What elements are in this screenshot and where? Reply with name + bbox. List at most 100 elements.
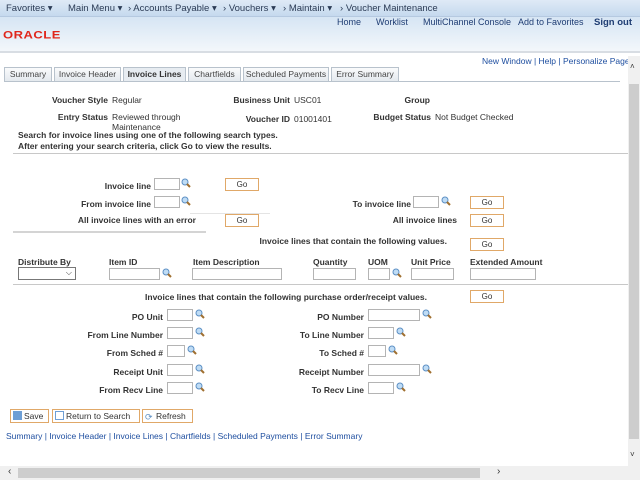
lookup-icon[interactable] bbox=[422, 364, 432, 376]
lookup-icon[interactable] bbox=[441, 196, 451, 206]
po-right-input[interactable] bbox=[368, 364, 420, 376]
refresh-button[interactable]: ⟳ Refresh bbox=[142, 409, 193, 423]
po-left-label: From Recv Line bbox=[99, 385, 163, 395]
to-invoice-line-label: To invoice line bbox=[352, 199, 411, 209]
po-left-input[interactable] bbox=[167, 327, 193, 339]
po-right-label: To Recv Line bbox=[311, 385, 364, 395]
budget-status-value: Not Budget Checked bbox=[435, 112, 514, 122]
po-left-input[interactable] bbox=[167, 309, 193, 321]
po-left-label: From Line Number bbox=[87, 330, 163, 340]
po-right-input[interactable] bbox=[368, 345, 386, 357]
po-right-input[interactable] bbox=[368, 309, 420, 321]
lookup-icon[interactable] bbox=[388, 345, 398, 357]
lookup-icon[interactable] bbox=[187, 345, 197, 357]
tab-invoice-header[interactable]: Invoice Header bbox=[54, 67, 121, 81]
po-left-label: From Sched # bbox=[106, 348, 163, 358]
lookup-icon[interactable] bbox=[195, 327, 205, 339]
business-unit-label: Business Unit bbox=[233, 95, 290, 105]
from-invoice-line-label: From invoice line bbox=[81, 199, 151, 209]
breadcrumb-accounts-payable[interactable]: › Accounts Payable ▾ bbox=[128, 3, 217, 14]
po-right-label: To Line Number bbox=[299, 330, 364, 340]
from-invoice-line-input[interactable] bbox=[154, 196, 180, 208]
invoice-line-go-button[interactable]: Go bbox=[225, 178, 259, 191]
po-left-input[interactable] bbox=[167, 382, 193, 394]
voucher-style-value: Regular bbox=[112, 95, 142, 105]
lookup-icon[interactable] bbox=[181, 196, 191, 206]
help-link[interactable]: Help bbox=[538, 56, 557, 66]
breadcrumb-maintain[interactable]: › Maintain ▾ bbox=[283, 3, 333, 14]
scroll-left-icon[interactable]: ‹ bbox=[8, 466, 12, 477]
lookup-icon[interactable] bbox=[195, 309, 205, 321]
link-error-summary[interactable]: Error Summary bbox=[304, 431, 363, 441]
favorites-menu[interactable]: Favorites ▾ bbox=[6, 3, 53, 14]
po-left-input[interactable] bbox=[167, 345, 185, 357]
lookup-icon[interactable] bbox=[195, 382, 205, 394]
link-summary[interactable]: Summary bbox=[6, 431, 43, 441]
contain-po-label: Invoice lines that contain the following… bbox=[145, 292, 427, 302]
horizontal-scrollbar[interactable]: ‹ › bbox=[0, 466, 640, 480]
to-invoice-line-input[interactable] bbox=[413, 196, 439, 208]
lookup-icon[interactable] bbox=[422, 309, 432, 321]
lookup-icon[interactable] bbox=[162, 268, 172, 278]
multichannel-link[interactable]: MultiChannel Console bbox=[423, 17, 512, 27]
range-go-button[interactable]: Go bbox=[470, 196, 504, 209]
divider bbox=[13, 231, 206, 233]
lookup-icon[interactable] bbox=[396, 327, 406, 339]
lookup-icon[interactable] bbox=[396, 382, 406, 394]
col-quantity: Quantity bbox=[313, 257, 348, 267]
contain-po-go-button[interactable]: Go bbox=[470, 290, 504, 303]
col-distribute-by: Distribute By bbox=[18, 257, 71, 267]
unit-price-input[interactable] bbox=[411, 268, 454, 280]
link-scheduled-payments[interactable]: Scheduled Payments bbox=[217, 431, 298, 441]
tab-scheduled-payments[interactable]: Scheduled Payments bbox=[243, 67, 329, 81]
chevron-down-icon: ⌵ bbox=[65, 268, 72, 277]
po-right-input[interactable] bbox=[368, 327, 394, 339]
col-item-id: Item ID bbox=[109, 257, 138, 267]
main-menu[interactable]: Main Menu ▾ bbox=[68, 3, 123, 14]
horizontal-scroll-thumb[interactable] bbox=[18, 468, 480, 478]
item-id-input[interactable] bbox=[109, 268, 160, 280]
extended-amount-input[interactable] bbox=[470, 268, 536, 280]
lookup-icon[interactable] bbox=[195, 364, 205, 376]
save-button[interactable]: Save bbox=[10, 409, 49, 423]
budget-status-label: Budget Status bbox=[373, 112, 431, 122]
personalize-link[interactable]: Personalize Page bbox=[562, 56, 630, 66]
scroll-right-icon[interactable]: › bbox=[497, 466, 501, 477]
tab-invoice-lines[interactable]: Invoice Lines bbox=[123, 67, 186, 81]
po-left-input[interactable] bbox=[167, 364, 193, 376]
return-to-search-button[interactable]: Return to Search bbox=[52, 409, 140, 423]
sign-out-link[interactable]: Sign out bbox=[594, 17, 632, 28]
worklist-link[interactable]: Worklist bbox=[376, 17, 408, 27]
add-favorites-link[interactable]: Add to Favorites bbox=[518, 17, 584, 27]
col-item-description: Item Description bbox=[193, 257, 260, 267]
all-error-label: All invoice lines with an error bbox=[77, 215, 196, 225]
breadcrumb-vouchers[interactable]: › Vouchers ▾ bbox=[223, 3, 276, 14]
tab-summary[interactable]: Summary bbox=[4, 67, 52, 81]
tab-chartfields[interactable]: Chartfields bbox=[188, 67, 241, 81]
all-lines-go-button[interactable]: Go bbox=[470, 214, 504, 227]
link-invoice-header[interactable]: Invoice Header bbox=[49, 431, 107, 441]
quantity-input[interactable] bbox=[313, 268, 356, 280]
new-window-link[interactable]: New Window bbox=[482, 56, 532, 66]
uom-input[interactable] bbox=[368, 268, 390, 280]
all-lines-label: All invoice lines bbox=[392, 215, 457, 225]
scroll-up-icon[interactable]: ˄ bbox=[630, 62, 635, 71]
invoice-line-input[interactable] bbox=[154, 178, 180, 190]
breadcrumb-current: › Voucher Maintenance bbox=[340, 3, 438, 14]
po-right-label: PO Number bbox=[317, 312, 364, 322]
lookup-icon[interactable] bbox=[181, 178, 191, 188]
vertical-scrollbar[interactable]: ˄ ˅ bbox=[628, 56, 640, 466]
po-right-input[interactable] bbox=[368, 382, 394, 394]
home-link[interactable]: Home bbox=[337, 17, 362, 27]
link-invoice-lines[interactable]: Invoice Lines bbox=[113, 431, 164, 441]
link-chartfields[interactable]: Chartfields bbox=[169, 431, 211, 441]
contain-values-go-button[interactable]: Go bbox=[470, 238, 504, 251]
vertical-scroll-thumb[interactable] bbox=[629, 84, 639, 439]
lookup-icon[interactable] bbox=[392, 268, 402, 278]
scroll-down-icon[interactable]: ˅ bbox=[630, 450, 635, 459]
item-description-input[interactable] bbox=[192, 268, 282, 280]
tab-error-summary[interactable]: Error Summary bbox=[331, 67, 399, 81]
all-error-go-button[interactable]: Go bbox=[225, 214, 259, 227]
distribute-by-select[interactable]: ⌵ bbox=[18, 267, 76, 280]
instruction-2: After entering your search criteria, cli… bbox=[18, 141, 272, 151]
